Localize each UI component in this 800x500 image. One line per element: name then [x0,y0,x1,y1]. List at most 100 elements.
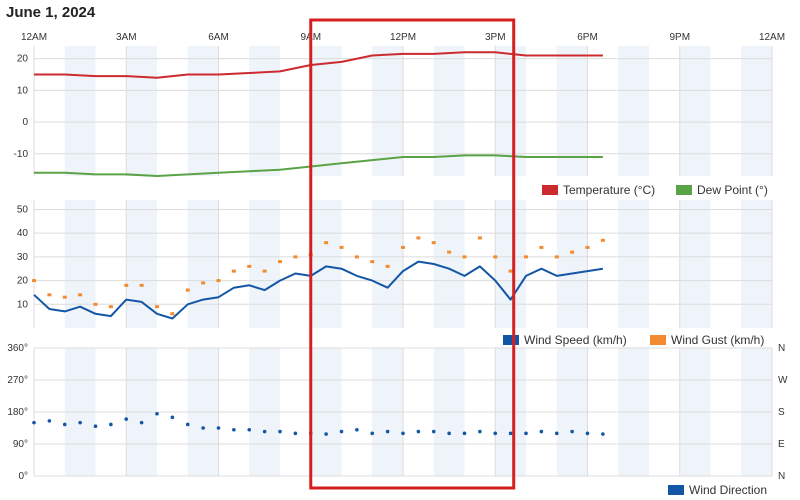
wind-direction-point [78,420,82,425]
wind-gust-point [493,255,498,259]
wind-direction-point [278,429,282,434]
time-tick-label: 3PM [485,32,506,43]
time-band [372,46,403,176]
time-tick-label: 3AM [116,32,137,43]
y-tick-label: 20 [17,276,29,287]
y-tick-label: 90° [13,439,28,450]
time-band [741,200,772,328]
night-bands [64,46,772,476]
wind-gust-point [370,260,375,264]
y-tick-label: 0° [18,471,28,482]
wind-direction-point [185,422,190,427]
wind-gust-point [462,255,467,259]
wind-direction-point [462,431,467,436]
y-right-tick-label: N [778,471,785,482]
wind-direction-point [401,431,405,436]
y-tick-label: 180° [7,407,28,418]
time-axis: 12AM 3AM 6AM 9AM 12PM 3PM 6PM 9PM 12AM [21,32,785,43]
time-tick-label: 6AM [208,32,229,43]
legend-wind-speed-label: Wind Speed (km/h) [524,333,627,347]
wind-gust-point [508,269,513,273]
wind-gust-point [570,250,575,254]
y-tick-label: 30 [17,252,29,263]
legend-wind-gust-swatch [650,335,666,345]
temperature-line [34,51,603,79]
wind-direction-point [493,431,498,436]
time-band [187,200,219,328]
wind-gust-point [93,302,98,306]
y-tick-label: -10 [14,149,29,160]
time-band [249,200,280,328]
wind-gust-point [262,269,267,273]
wind-direction-point [293,431,298,436]
wind-direction-point [601,432,605,436]
wind-direction-point [216,426,221,430]
wind-direction-point [554,431,559,436]
wind-direction-point [585,431,590,436]
wind-direction-point [324,432,328,436]
legend-dew-point-swatch [676,185,692,195]
wind-gust-point [385,264,390,268]
wind-direction-point [385,429,390,434]
time-band [433,46,465,176]
time-band [372,200,403,328]
wind-direction-point [508,431,513,436]
y-right-tick-label: S [778,407,785,418]
wind-direction-point [478,429,482,434]
wind-gust-point [231,269,236,273]
time-tick-label: 6PM [577,32,598,43]
time-band [126,200,157,328]
wind-gust-point [293,255,298,259]
wind-gust-point [401,245,405,249]
y-tick-label: 270° [7,375,28,386]
wind-speed-panel: 50 40 30 20 10 [17,204,772,320]
highlight-box [309,18,516,490]
time-band [249,46,280,176]
wind-gust-point [339,245,344,249]
wind-direction-point [262,429,267,434]
wind-direction-point [47,419,52,423]
wind-gust-point [539,245,544,249]
time-band [64,200,96,328]
wind-gust-point [600,238,605,242]
time-band [618,46,649,176]
time-band [187,46,219,176]
y-tick-label: 10 [17,85,29,96]
wind-direction-point [524,431,528,436]
wind-gust-point [524,255,528,259]
time-band [679,200,711,328]
wind-gust-point [201,281,206,285]
wind-direction-point [431,429,436,434]
wind-direction-point [62,422,67,427]
wind-gust-point [139,283,144,287]
wind-gust-point [78,293,83,297]
wind-gust-point [554,255,559,259]
wind-direction-point [355,427,359,432]
time-band [310,200,342,328]
y-tick-label: 360° [7,343,28,354]
wind-direction-point [339,429,344,434]
wind-gust-point [447,250,452,254]
time-band [495,46,526,176]
wind-direction-point [232,427,236,432]
time-band [679,46,711,176]
wind-direction-point [124,417,129,421]
page-title: June 1, 2024 [6,4,96,21]
wind-gust-point [170,312,175,316]
wind-direction-point [93,424,98,429]
time-tick-label: 12AM [21,32,47,43]
wind-direction-point [247,427,252,432]
wind-direction-point [32,420,36,425]
wind-gust-point [354,255,359,259]
time-tick-label: 9PM [669,32,690,43]
wind-direction-point [447,431,451,436]
wind-direction-point [201,426,205,430]
wind-direction-point [170,415,175,420]
y-right-tick-label: W [778,375,788,386]
wind-direction-point [370,431,375,436]
wind-direction-point [539,429,544,434]
time-band [556,46,588,176]
y-right-tick-label: E [778,439,785,450]
legend-wind-direction-swatch [668,485,684,495]
